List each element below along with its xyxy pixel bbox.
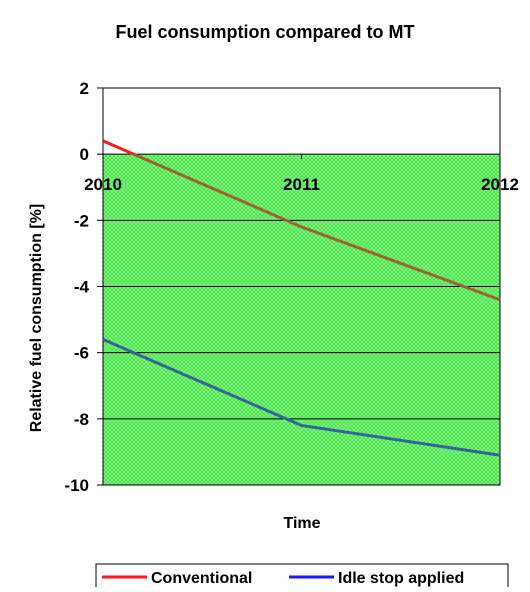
y-tick-label: 0 [80, 145, 89, 164]
y-tick-label: -10 [64, 476, 89, 495]
y-tick-label: -6 [74, 344, 89, 363]
x-axis-label: Time [283, 515, 320, 532]
legend-label-conventional: Conventional [151, 570, 252, 587]
y-tick-label: -8 [74, 410, 89, 429]
x-tick-label: 2012 [481, 175, 519, 194]
chart-title: Fuel consumption compared to MT [115, 22, 414, 42]
y-axis: 2 0 -2 -4 -6 -8 -10 [64, 79, 103, 495]
x-tick-label: 2011 [283, 175, 320, 194]
x-tick-label: 2010 [84, 175, 122, 194]
legend: Conventional Idle stop applied [96, 564, 508, 587]
y-tick-label: -2 [74, 211, 89, 230]
y-tick-label: -4 [74, 278, 90, 297]
y-tick-label: 2 [80, 79, 89, 98]
legend-label-idle-stop: Idle stop applied [338, 570, 464, 587]
negative-region-fill [103, 154, 500, 485]
y-axis-label: Relative fuel consumption [%] [28, 204, 45, 432]
